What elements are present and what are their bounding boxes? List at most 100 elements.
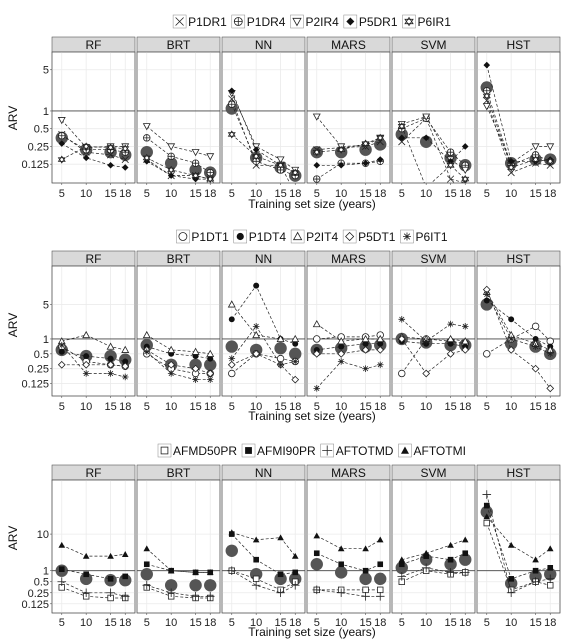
data-point — [292, 340, 299, 347]
legend-marker-triangle-up — [292, 231, 303, 241]
data-point — [167, 165, 176, 174]
series-line — [401, 567, 466, 577]
series-line — [61, 135, 126, 153]
panel-plot-area — [392, 52, 475, 183]
panel-brt: BRT 5 10 15 18 — [136, 464, 221, 629]
mean-point — [480, 298, 493, 311]
series-line — [61, 334, 126, 351]
data-point — [483, 87, 491, 95]
data-point — [276, 156, 285, 164]
data-point — [531, 155, 540, 164]
x-axis: 5 10 15 18 — [59, 613, 131, 629]
series-line — [146, 584, 211, 597]
data-point — [547, 582, 554, 589]
legend-marker-plus — [322, 445, 333, 456]
data-point — [205, 592, 215, 601]
series-line — [146, 126, 211, 157]
x-tick-label: 10 — [420, 188, 432, 200]
panel-plot-area — [477, 480, 560, 613]
x-axis: 5 10 15 18 — [399, 396, 471, 413]
x-tick-label: 18 — [544, 401, 556, 413]
legend-label: AFMI90PR — [257, 444, 316, 458]
data-point — [398, 556, 406, 563]
panel-border — [221, 51, 306, 184]
legend-item-p1dr4: P1DR4 — [231, 14, 286, 29]
data-point — [83, 353, 90, 360]
mean-point — [334, 566, 348, 579]
data-point — [362, 365, 369, 372]
series-p6ir1 — [397, 122, 470, 183]
data-point — [206, 569, 214, 576]
series-line — [146, 353, 211, 374]
series-line — [486, 95, 551, 168]
data-point — [337, 145, 346, 154]
legend-marker-circle-open — [178, 232, 188, 241]
x-tick-label: 5 — [144, 188, 150, 200]
mean-point — [359, 572, 372, 586]
series-line — [486, 522, 551, 591]
y-tick-label: 10 — [37, 529, 49, 541]
data-point — [531, 143, 540, 151]
legend-marker-asterisk — [402, 232, 411, 241]
panel-plot-area — [392, 480, 475, 613]
panel-background — [51, 265, 136, 397]
data-point — [82, 552, 90, 559]
data-point — [397, 122, 406, 131]
facet-label: NN — [255, 38, 272, 52]
chart-row-2: P1DT1 P1DT4 P2IT4 P5DT1 P6IT10.1250.250.515R… — [21, 229, 561, 413]
data-point — [447, 556, 454, 563]
x-axis: 5 10 15 18 — [229, 613, 301, 629]
data-point — [167, 370, 175, 377]
series-line — [401, 116, 466, 171]
facet-label: SVM — [420, 252, 446, 266]
data-point — [277, 571, 284, 578]
data-point — [482, 91, 491, 100]
data-point — [143, 561, 150, 568]
data-point — [312, 349, 321, 358]
x-tick-label: 15 — [104, 188, 116, 200]
data-point — [57, 360, 66, 369]
row-2-legend: P1DT1 P1DT4 P2IT4 P5DT1 P6IT1 — [176, 229, 448, 244]
data-point — [191, 347, 200, 355]
series-line — [486, 325, 551, 355]
facet-label: RF — [86, 466, 102, 480]
x-axis: 5 10 15 18 — [314, 613, 386, 629]
y-tick-label: 0.5 — [34, 577, 49, 589]
series-line — [316, 160, 381, 180]
data-point — [447, 340, 454, 347]
data-point — [447, 541, 454, 548]
data-point — [337, 358, 345, 365]
data-point — [228, 87, 236, 95]
mean-point — [225, 544, 238, 557]
x-tick-label: 10 — [420, 617, 432, 629]
legend-label: P1DT4 — [249, 230, 287, 244]
data-point — [376, 346, 385, 354]
data-point — [122, 358, 129, 365]
legend-item-afmi90pr: AFMI90PR — [241, 443, 316, 458]
mean-point — [504, 577, 518, 590]
chart-rows: P1DR1 P1DR4 P2IR4 P5DR1 P6IR10.1250.250.515R… — [21, 14, 561, 629]
data-point — [57, 577, 67, 587]
y-tick-label: 0.5 — [34, 124, 49, 136]
legend-marker-star-of-david — [404, 16, 414, 27]
legend-label: P5DT1 — [358, 230, 396, 244]
mean-point — [204, 358, 217, 371]
data-point — [483, 502, 490, 509]
series-p6it1 — [313, 358, 384, 392]
panel-border — [306, 265, 391, 397]
series-p6ir1 — [142, 153, 215, 183]
series-line — [316, 334, 381, 340]
data-point — [338, 561, 344, 568]
data-point — [361, 139, 370, 148]
data-point — [546, 350, 554, 358]
series-p6it1 — [143, 348, 214, 383]
x-tick-label: 10 — [165, 188, 177, 200]
data-point — [122, 573, 129, 580]
x-tick-label: 18 — [289, 617, 301, 629]
legend-marker-circle-filled — [236, 232, 244, 241]
y-tick-label: 1 — [43, 334, 49, 346]
data-point — [531, 322, 540, 331]
data-point — [291, 375, 300, 384]
panel-plot-area — [392, 266, 475, 396]
data-point — [376, 156, 384, 163]
